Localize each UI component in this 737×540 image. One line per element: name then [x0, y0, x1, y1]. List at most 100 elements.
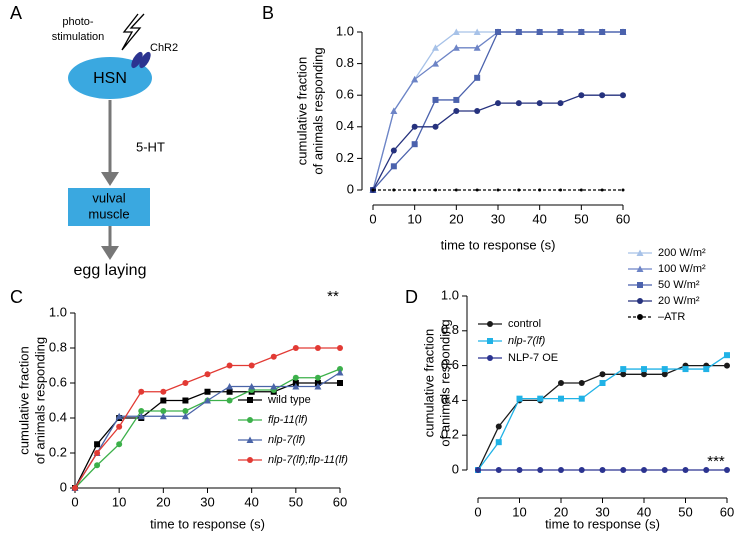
data-point [620, 366, 627, 373]
data-point [94, 441, 101, 448]
data-point [538, 188, 542, 192]
data-point [620, 29, 626, 35]
legend-marker [637, 298, 643, 304]
legend-label: 200 W/m² [658, 247, 706, 259]
x-tick-label: 60 [616, 211, 630, 226]
data-point [452, 28, 460, 35]
data-point [516, 395, 523, 402]
data-point [314, 383, 322, 390]
neuron-shape [68, 57, 152, 99]
legend-marker [247, 397, 253, 403]
data-point [137, 412, 145, 420]
data-point [641, 467, 647, 473]
data-point [473, 44, 481, 51]
data-point [182, 397, 189, 404]
y-tick-label: 0.6 [336, 87, 354, 102]
data-point [475, 467, 481, 473]
data-point [337, 345, 343, 351]
data-point [432, 60, 439, 67]
data-point [432, 44, 439, 51]
data-point [432, 123, 439, 130]
data-point [641, 366, 647, 373]
y-tick-label: 0.8 [441, 322, 459, 337]
data-point [314, 345, 321, 351]
data-point [703, 467, 710, 473]
legend-marker [487, 321, 493, 327]
data-point [495, 29, 501, 35]
legend-marker [637, 282, 643, 288]
data-point [292, 383, 300, 390]
legend-marker [247, 457, 253, 463]
data-point [411, 75, 419, 83]
data-point [392, 188, 396, 192]
data-point [226, 388, 233, 395]
channel-shape [131, 51, 143, 69]
legend-marker [487, 338, 493, 344]
x-axis-label: time to response (s) [441, 237, 556, 252]
data-point [182, 380, 189, 386]
data-point [390, 107, 398, 114]
x-tick-label: 40 [244, 494, 258, 509]
x-tick-label: 40 [532, 211, 546, 226]
data-point [496, 188, 500, 192]
data-point [204, 371, 211, 378]
y-tick-label: 0.6 [441, 357, 459, 372]
data-point [292, 345, 299, 351]
channel-label: ChR2 [150, 42, 178, 54]
data-point [661, 366, 668, 373]
data-point [413, 188, 417, 192]
data-point [703, 366, 710, 373]
data-point [517, 188, 521, 192]
y-tick-label: 0.8 [49, 339, 67, 354]
data-point [536, 100, 543, 107]
neuron-label: HSN [93, 70, 127, 87]
x-tick-label: 60 [720, 504, 734, 519]
legend-marker [637, 314, 643, 320]
data-point [621, 188, 625, 192]
legend-marker [487, 355, 493, 361]
data-point [495, 439, 502, 446]
data-point [159, 412, 167, 420]
target-box [68, 188, 150, 226]
lightning-icon [121, 13, 145, 51]
data-point [453, 108, 460, 114]
data-point [558, 380, 564, 386]
y-tick-label: 0.2 [49, 444, 67, 459]
data-point [292, 374, 299, 381]
y-tick-label: 0.2 [441, 427, 459, 442]
legend-marker [247, 417, 253, 423]
x-tick-label: 30 [200, 494, 214, 509]
data-point [116, 441, 123, 448]
x-tick-label: 20 [449, 211, 463, 226]
data-point [724, 362, 730, 369]
data-point [454, 188, 458, 192]
data-point [160, 397, 167, 404]
y-tick-label: 0.2 [336, 150, 354, 165]
data-point [599, 467, 606, 473]
x-tick-label: 60 [333, 494, 347, 509]
data-point [314, 374, 321, 381]
data-point [248, 383, 256, 390]
data-point [181, 412, 189, 420]
data-point [578, 395, 585, 402]
annotation: ** [327, 288, 339, 305]
data-point [138, 408, 145, 414]
data-point [248, 362, 255, 369]
legend-label: nlp-7(lf) [508, 335, 546, 347]
legend-label: –ATR [658, 311, 685, 323]
data-point [270, 383, 278, 390]
y-tick-label: 0 [60, 479, 67, 494]
data-point [270, 353, 277, 360]
data-point [204, 388, 211, 395]
data-point [661, 371, 668, 378]
data-point [599, 92, 606, 99]
data-point [411, 123, 418, 130]
transmitter-label: 5-HT [136, 139, 165, 154]
data-point [537, 395, 544, 402]
series-line [372, 94, 623, 191]
data-point [226, 362, 233, 369]
legend-label: NLP-7 OE [508, 352, 558, 364]
data-point [474, 74, 481, 81]
data-point [390, 147, 397, 154]
